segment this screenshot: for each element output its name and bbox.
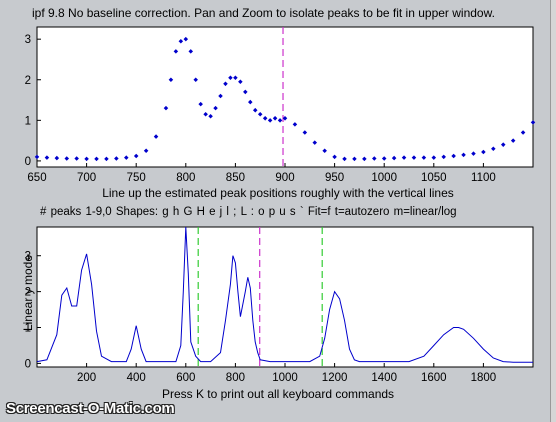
top-data-point (372, 156, 377, 161)
bottom-xtick-label: 600 (176, 372, 195, 384)
bottom-xtick-label: 1200 (322, 372, 348, 384)
top-data-point (178, 38, 184, 44)
top-data-point (168, 77, 174, 83)
bottom-axes[interactable] (36, 226, 534, 368)
bottom-xtick-label: 1400 (371, 372, 397, 384)
top-xtick-label: 900 (275, 172, 294, 184)
top-plot-xlabel: Line up the estimated peak positions rou… (102, 186, 454, 200)
bottom-xtick-label: 1800 (471, 372, 497, 384)
top-xtick-label: 750 (127, 172, 146, 184)
top-ytick-label: 1 (25, 115, 31, 127)
top-data-point (471, 151, 476, 156)
top-xtick-label: 700 (77, 172, 96, 184)
bottom-ytick-label: 3 (25, 251, 31, 263)
top-xtick-label: 1100 (471, 172, 496, 184)
top-data-point (188, 49, 194, 54)
screencast-watermark: Screencast-O-Matic.com (6, 400, 175, 417)
top-data-point (481, 149, 486, 155)
top-data-point (74, 156, 79, 161)
top-data-point (114, 156, 119, 161)
top-data-point (84, 156, 89, 162)
bottom-plot-xlabel: Press K to print out all keyboard comman… (161, 387, 395, 401)
top-axes[interactable] (36, 26, 534, 168)
top-data-point (104, 156, 109, 162)
bottom-xtick-label: 1000 (272, 372, 298, 384)
top-xtick-label: 650 (27, 172, 46, 184)
top-data-point (124, 155, 129, 160)
bottom-ytick-label: 1 (25, 323, 31, 335)
top-ytick-label: 2 (25, 75, 31, 87)
top-xtick-label: 1000 (371, 172, 397, 184)
bottom-plot-title: # peaks 1-9,0 Shapes: g h G H e j l ; L … (40, 206, 457, 218)
top-data-point (500, 142, 506, 147)
top-data-point (451, 153, 456, 159)
top-data-point (233, 75, 238, 80)
bottom-xtick-label: 1600 (421, 372, 447, 384)
top-data-point (431, 155, 437, 160)
top-data-point (322, 148, 327, 154)
top-xtick-label: 850 (226, 172, 245, 184)
bottom-xtick-label: 400 (127, 372, 146, 384)
bottom-xtick-label: 200 (77, 372, 96, 384)
top-xtick-label: 800 (176, 172, 195, 184)
bottom-ytick-label: 2 (25, 287, 31, 299)
window-scrollbar[interactable] (550, 0, 556, 422)
top-data-point (213, 105, 218, 111)
top-data-point (198, 101, 203, 107)
top-data-point (183, 36, 189, 42)
top-plot-title: ipf 9.8 No baseline correction. Pan and … (32, 6, 495, 20)
bottom-signal-line (36, 226, 533, 363)
top-xtick-label: 950 (325, 172, 344, 184)
top-data-point (342, 156, 347, 162)
bottom-plot-ylabel: Linear y mode (21, 254, 35, 332)
top-data-point (272, 116, 278, 121)
bottom-ytick-label: 0 (25, 358, 31, 370)
top-ytick-label: 0 (25, 156, 31, 168)
top-data-point (64, 156, 70, 161)
top-data-point (223, 81, 228, 87)
top-data-point (362, 156, 367, 162)
top-data-point (461, 152, 466, 158)
top-data-point (381, 156, 387, 161)
top-xtick-label: 1050 (421, 172, 447, 184)
top-ytick-label: 3 (25, 34, 31, 46)
bottom-xtick-label: 800 (226, 372, 245, 384)
top-data-point (94, 156, 99, 162)
